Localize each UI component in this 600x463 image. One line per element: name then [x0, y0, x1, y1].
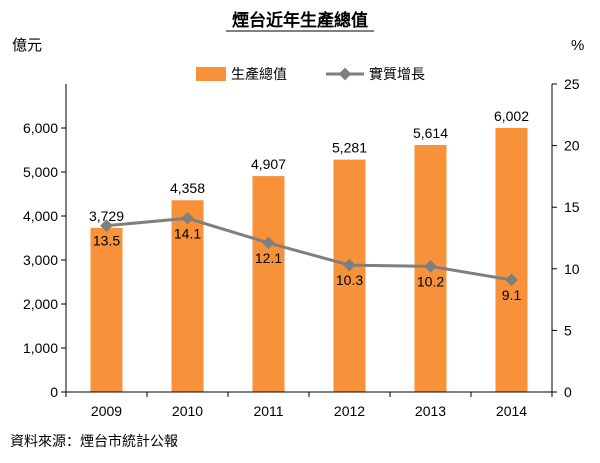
growth-point-2012: [343, 258, 356, 272]
legend: 生產總值 實質增長: [196, 66, 425, 82]
y-right-tick-label: 10: [564, 261, 580, 277]
y-left-tick-label: 2,000: [23, 296, 58, 312]
bar-value-label: 4,907: [251, 156, 286, 172]
bar-2011: [252, 176, 285, 392]
legend-line-marker: [338, 67, 352, 81]
bar-2010: [171, 200, 204, 392]
bar-value-label: 3,729: [89, 208, 124, 224]
x-tick-label: 2011: [253, 403, 283, 419]
y-right-unit: %: [571, 37, 584, 54]
growth-point-2011: [262, 236, 275, 250]
growth-point-2009: [100, 219, 113, 233]
growth-point-2013: [424, 259, 437, 273]
growth-line: [106, 216, 512, 282]
x-tick-label: 2009: [91, 403, 122, 419]
bar-value-label: 4,358: [170, 180, 205, 196]
legend-line-label: 實質增長: [369, 66, 425, 82]
x-tick-label: 2013: [415, 403, 446, 419]
bar-2009: [90, 227, 123, 392]
source-note: 資料來源：煙台市統計公報: [10, 433, 178, 449]
y-left-tick-label: 3,000: [23, 252, 58, 268]
y-right-tick-label: 20: [564, 138, 580, 154]
bar-value-label: 5,281: [332, 140, 367, 156]
growth-value-label: 10.3: [336, 272, 363, 288]
y-right-tick-label: 15: [564, 199, 580, 215]
x-tick-label: 2012: [334, 403, 365, 419]
growth-value-label: 12.1: [255, 250, 282, 266]
legend-bar-label: 生產總值: [231, 66, 287, 82]
x-tick-label: 2014: [496, 403, 527, 419]
y-left-tick-label: 0: [50, 384, 58, 400]
y-left-tick-label: 5,000: [23, 164, 58, 180]
growth-value-label: 9.1: [502, 287, 522, 303]
y-left-tick-label: 6,000: [23, 120, 58, 136]
legend-bar-swatch: [196, 67, 226, 81]
y-left-tick-label: 1,000: [23, 340, 58, 356]
bar-value-label: 5,614: [413, 125, 448, 141]
bar-2014: [495, 127, 528, 393]
growth-value-label: 13.5: [93, 233, 120, 249]
bar-2012: [333, 159, 366, 392]
y-right-tick-label: 0: [564, 384, 572, 400]
growth-value-label: 10.2: [417, 273, 444, 289]
x-tick-label: 2010: [172, 403, 203, 419]
growth-point-2010: [181, 211, 194, 225]
y-right-tick-label: 25: [564, 76, 580, 92]
growth-value-label: 14.1: [174, 225, 201, 241]
bar-value-label: 6,002: [494, 108, 529, 124]
chart-title: 煙台近年生產總值: [232, 10, 368, 30]
y-left-unit: 億元: [12, 37, 42, 54]
y-left-tick-label: 4,000: [23, 208, 58, 224]
y-right-tick-label: 5: [564, 322, 572, 338]
